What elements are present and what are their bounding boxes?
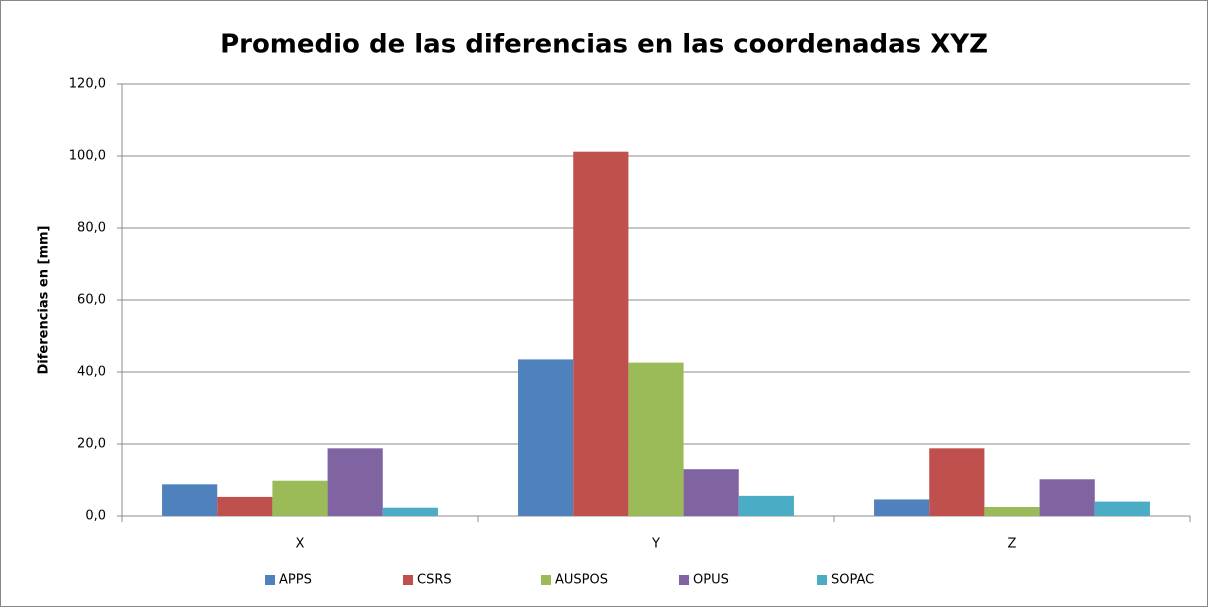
bar [162,484,218,516]
chart-title: Promedio de las diferencias en las coord… [220,30,988,60]
legend-label: AUSPOS [555,573,608,588]
bar [874,499,930,516]
bar [628,362,684,516]
legend-swatch [817,575,827,585]
bar [217,496,273,516]
bar [573,151,629,516]
legend-swatch [541,575,551,585]
y-tick-label: 100,0 [69,149,106,164]
legend-label: SOPAC [831,573,874,588]
bar [738,495,794,516]
legend-swatch [679,575,689,585]
bar [327,448,383,516]
y-tick-label: 80,0 [77,221,106,236]
bar [984,507,1040,516]
legend-swatch [403,575,413,585]
x-tick-label: Z [1008,537,1017,552]
y-tick-label: 0,0 [85,509,106,524]
legend-label: OPUS [693,573,729,588]
legend-label: CSRS [417,573,452,588]
x-tick-label: X [296,537,305,552]
bar [683,469,739,516]
y-axis-label: Diferencias en [mm] [37,226,52,375]
legend-label: APPS [279,573,312,588]
bar [1094,501,1150,516]
legend-swatch [265,575,275,585]
y-tick-label: 60,0 [77,293,106,308]
bar [929,448,985,516]
y-tick-label: 40,0 [77,365,106,380]
bar [272,480,328,516]
y-tick-label: 20,0 [77,437,106,452]
bar [382,507,438,516]
bar [518,359,574,516]
y-tick-label: 120,0 [69,77,106,92]
bar [1039,479,1095,516]
x-tick-label: Y [651,537,660,552]
